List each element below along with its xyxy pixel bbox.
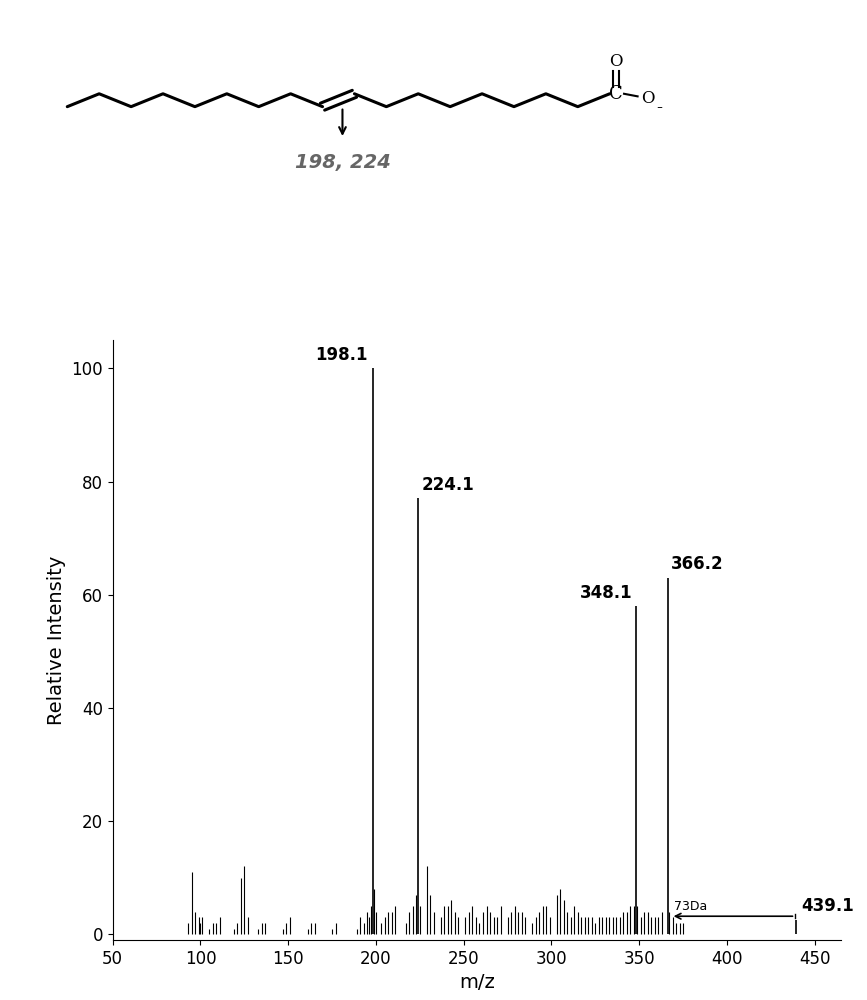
Text: 224.1: 224.1 — [421, 476, 474, 494]
Text: 73Da: 73Da — [675, 900, 707, 913]
Text: 198.1: 198.1 — [315, 346, 368, 364]
Text: C: C — [610, 85, 623, 103]
Text: 348.1: 348.1 — [580, 584, 632, 602]
X-axis label: m/z: m/z — [459, 973, 495, 992]
Text: 198, 224: 198, 224 — [295, 153, 390, 172]
Text: -: - — [656, 99, 662, 117]
Text: O: O — [610, 53, 623, 70]
Text: 366.2: 366.2 — [671, 555, 724, 573]
Text: O: O — [642, 90, 655, 107]
Y-axis label: Relative Intensity: Relative Intensity — [47, 555, 66, 725]
Text: 439.1: 439.1 — [801, 897, 853, 915]
